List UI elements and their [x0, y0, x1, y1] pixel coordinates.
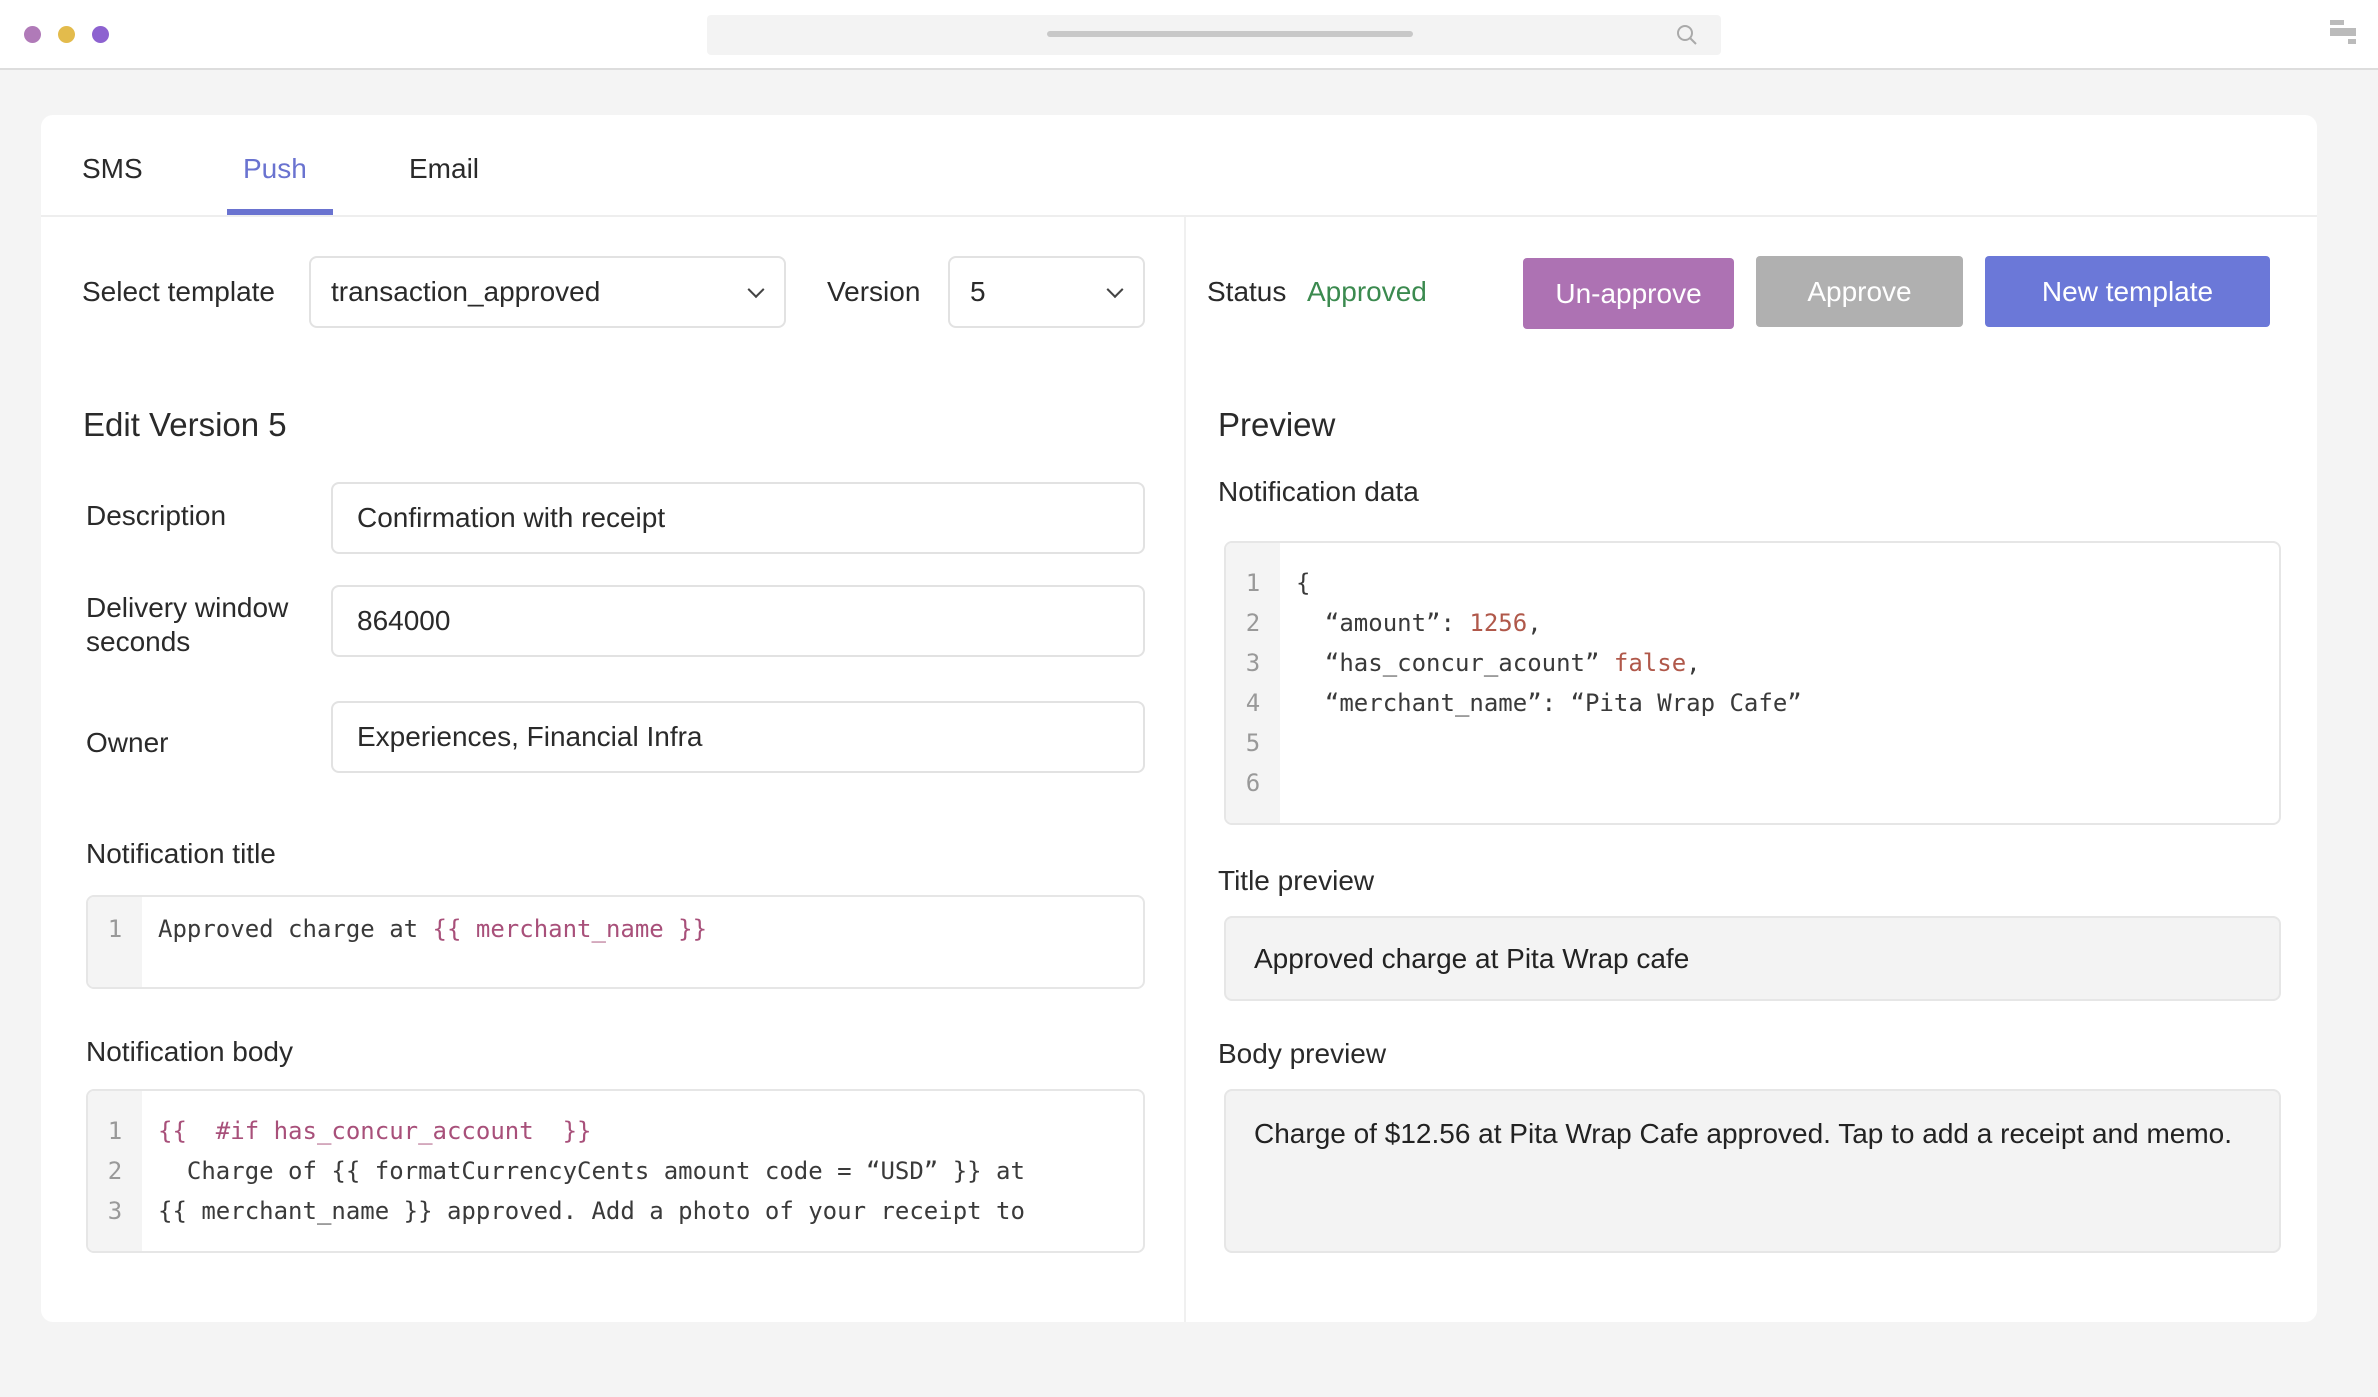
tab-sms[interactable]: SMS	[82, 153, 143, 184]
code-line: 1 Approved charge at {{ merchant_name }}	[88, 909, 707, 949]
code-token: “amount”:	[1296, 609, 1470, 637]
line-number: 1	[1245, 569, 1261, 597]
tab-push[interactable]: Push	[243, 153, 307, 184]
window-maximize-dot[interactable]	[92, 26, 109, 43]
chevron-down-icon	[747, 281, 765, 299]
notification-title-editor[interactable]: 1 Approved charge at {{ merchant_name }}	[86, 895, 1145, 989]
delivery-window-input[interactable]	[331, 585, 1145, 657]
code-token: {	[1296, 569, 1311, 597]
code-text: Charge of {{ formatCurrencyCents amount …	[142, 1157, 1025, 1185]
code-token: “merchant_name”: “Pita Wrap Cafe”	[1296, 689, 1802, 717]
code-text: {{ #if has_concur_account }}	[142, 1117, 591, 1145]
version-label: Version	[827, 276, 921, 307]
line-number: 6	[1245, 769, 1261, 797]
code-line: 3 {{ merchant_name }} approved. Add a pho…	[88, 1191, 1025, 1231]
template-select[interactable]: transaction_approved	[309, 256, 786, 328]
template-variable: {{ #if has_concur_account }}	[158, 1117, 592, 1145]
notification-data-label: Notification data	[1218, 476, 1419, 507]
line-number: 2	[1245, 609, 1261, 637]
window-titlebar	[0, 0, 2378, 70]
line-number: 1	[107, 915, 123, 943]
notification-data-editor[interactable]: 1{2 “amount”: 1256, 3 “has_concur_acount”…	[1224, 541, 2281, 825]
notification-body-editor[interactable]: 1 {{ #if has_concur_account }} 2 Charge of…	[86, 1089, 1145, 1253]
version-select-value: 5	[970, 276, 986, 307]
line-number: 3	[107, 1197, 123, 1225]
column-divider	[1184, 217, 1186, 1322]
description-label: Description	[86, 500, 227, 531]
json-value: 1256	[1469, 609, 1528, 637]
code-token: ,	[1527, 609, 1542, 637]
code-token: ,	[1686, 649, 1701, 677]
edit-version-title: Edit Version 5	[83, 406, 287, 443]
title-preview-box: Approved charge at Pita Wrap cafe	[1224, 916, 2281, 1001]
unapprove-button[interactable]: Un-approve	[1523, 258, 1734, 329]
search-icon[interactable]	[1675, 23, 1699, 47]
code-line: 5	[1226, 723, 1296, 763]
template-variable: {{ merchant_name }}	[432, 915, 708, 943]
code-line: 2 “amount”: 1256,	[1226, 603, 1542, 643]
code-token: “has_concur_acount”	[1296, 649, 1614, 677]
window-close-dot[interactable]	[24, 26, 41, 43]
code-line: 6	[1226, 763, 1296, 803]
line-number: 5	[1245, 729, 1261, 757]
approve-button[interactable]: Approve	[1756, 256, 1963, 327]
preview-title: Preview	[1218, 406, 1336, 443]
tabs-divider	[41, 215, 2317, 217]
code-line: 2 Charge of {{ formatCurrencyCents amoun…	[88, 1151, 1025, 1191]
body-preview-box: Charge of $12.56 at Pita Wrap Cafe appro…	[1224, 1089, 2281, 1253]
owner-input[interactable]	[331, 701, 1145, 773]
code-text: “has_concur_acount” false,	[1280, 649, 1701, 677]
code-line: 1 {{ #if has_concur_account }}	[88, 1111, 592, 1151]
menu-icon[interactable]	[2328, 18, 2358, 48]
window-minimize-dot[interactable]	[58, 26, 75, 43]
line-number: 4	[1245, 689, 1261, 717]
title-preview-label: Title preview	[1218, 865, 1375, 896]
chevron-down-icon	[1106, 281, 1124, 299]
notification-title-label: Notification title	[86, 838, 276, 869]
notification-body-label: Notification body	[86, 1036, 294, 1067]
code-token: Approved charge at	[158, 915, 433, 943]
version-select[interactable]: 5	[948, 256, 1145, 328]
owner-label: Owner	[86, 727, 169, 758]
delivery-window-label-line2: seconds	[86, 626, 191, 657]
address-bar[interactable]	[707, 15, 1721, 55]
code-line: 4 “merchant_name”: “Pita Wrap Cafe”	[1226, 683, 1802, 723]
code-text: “amount”: 1256,	[1280, 609, 1542, 637]
code-text: {{ merchant_name }} approved. Add a phot…	[142, 1197, 1025, 1225]
line-number: 1	[107, 1117, 123, 1145]
select-template-label: Select template	[82, 276, 275, 307]
title-preview-text: Approved charge at Pita Wrap cafe	[1254, 942, 1690, 974]
new-template-button[interactable]: New template	[1985, 256, 2270, 327]
code-token: {{ merchant_name }} approved. Add a phot…	[158, 1197, 1025, 1225]
line-number: 3	[1245, 649, 1261, 677]
line-number: 2	[107, 1157, 123, 1185]
code-token: Charge of {{ formatCurrencyCents amount …	[158, 1157, 1025, 1185]
code-text: {	[1280, 569, 1310, 597]
json-value: false	[1613, 649, 1687, 677]
code-text: “merchant_name”: “Pita Wrap Cafe”	[1280, 689, 1802, 717]
template-select-value: transaction_approved	[331, 276, 601, 307]
delivery-window-label-line1: Delivery window	[86, 592, 289, 623]
tab-email[interactable]: Email	[409, 153, 480, 184]
body-preview-text: Charge of $12.56 at Pita Wrap Cafe appro…	[1254, 1118, 2233, 1149]
address-placeholder-bar	[1047, 31, 1413, 37]
status-label: Status	[1207, 276, 1287, 307]
code-line: 1{	[1226, 563, 1311, 603]
code-text: Approved charge at {{ merchant_name }}	[142, 915, 707, 943]
status-badge: Approved	[1307, 276, 1427, 307]
code-line: 3 “has_concur_acount” false,	[1226, 643, 1701, 683]
active-tab-indicator	[227, 209, 333, 215]
body-preview-label: Body preview	[1218, 1038, 1387, 1069]
description-input[interactable]	[331, 482, 1145, 554]
